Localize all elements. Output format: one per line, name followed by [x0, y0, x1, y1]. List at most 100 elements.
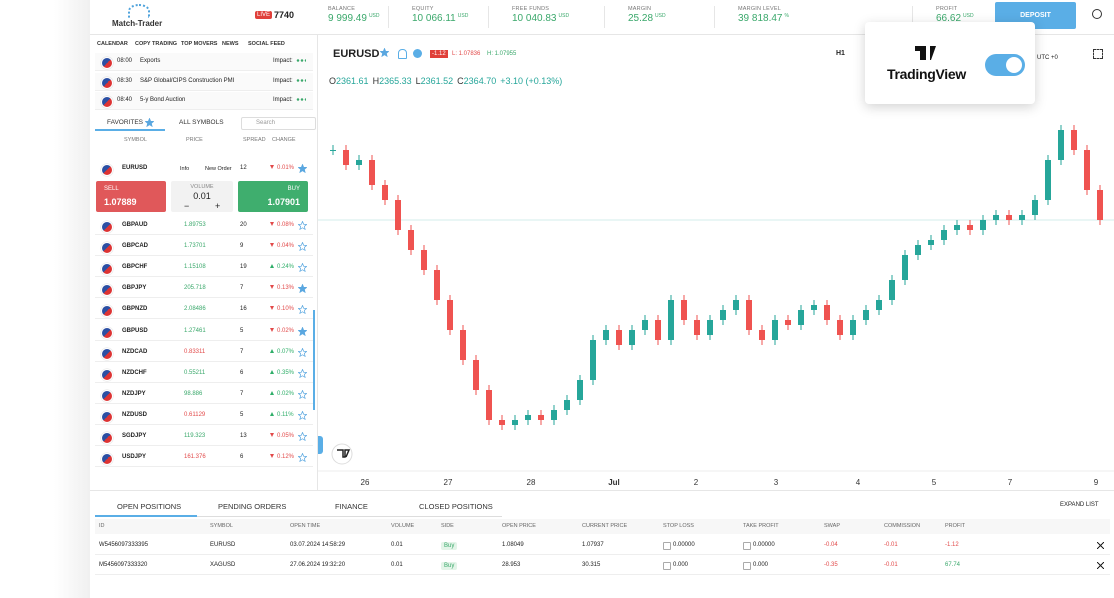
candle [460, 325, 466, 365]
close-icon[interactable] [1097, 542, 1104, 549]
candle-body [590, 340, 596, 380]
candle-body [577, 380, 583, 400]
row-symbol[interactable]: NZDUSD [122, 411, 147, 418]
favorite-star[interactable] [380, 48, 389, 57]
row-symbol[interactable]: GBPUSD [122, 327, 148, 334]
user-icon[interactable] [1092, 9, 1102, 19]
day-high: H: 1.07955 [487, 51, 517, 57]
candle [590, 335, 596, 385]
sidebar-tab[interactable]: TOP MOVERS [181, 41, 218, 47]
change-arrow [270, 411, 274, 416]
buy-label: BUY [287, 186, 300, 192]
favorite-star[interactable] [298, 221, 307, 230]
buy-button[interactable]: BUY 1.07901 [238, 181, 308, 212]
candle-body [382, 185, 388, 200]
favorite-star[interactable] [298, 305, 307, 315]
info-icon[interactable] [413, 49, 422, 58]
volume-minus[interactable]: − [184, 201, 190, 211]
close-icon[interactable] [1097, 562, 1104, 569]
flag [101, 96, 113, 108]
favorite-star[interactable] [298, 389, 307, 399]
favorite-star[interactable] [145, 118, 154, 127]
position-cell: M5456097333320 [99, 562, 148, 568]
add-icon[interactable] [663, 562, 671, 570]
column-header: TAKE PROFIT [743, 523, 779, 529]
row-symbol[interactable]: GBPAUD [122, 222, 148, 228]
favorites-tab[interactable]: FAVORITES [107, 119, 143, 126]
sidebar-tab[interactable]: COPY TRADING [135, 41, 178, 47]
candle [1071, 125, 1077, 155]
candle [434, 265, 440, 305]
sell-price: 1.07889 [104, 197, 137, 207]
add-icon[interactable] [663, 542, 671, 550]
volume-box: VOLUME 0.01− + [171, 181, 233, 212]
search-box[interactable]: Search [241, 117, 316, 130]
candle-body [902, 255, 908, 280]
row-symbol[interactable]: GBPNZD [122, 306, 148, 313]
row-symbol[interactable]: GBPCHF [122, 264, 148, 271]
row-symbol[interactable]: NZDJPY [122, 390, 146, 397]
add-icon[interactable] [743, 562, 751, 570]
candle-body [1019, 215, 1025, 220]
candle [772, 315, 778, 345]
sidebar-tab[interactable]: CALENDAR [97, 41, 128, 47]
candle [694, 315, 700, 340]
timezone[interactable]: UTC +0 [1037, 55, 1058, 61]
event-row-bg [95, 92, 313, 110]
favorite-star[interactable] [298, 326, 307, 336]
volume-value[interactable]: 0.01 [193, 191, 211, 201]
favorite-star[interactable] [298, 263, 307, 273]
alert-icon[interactable] [398, 49, 407, 59]
candle [928, 235, 934, 250]
collapse-handle[interactable] [318, 436, 323, 454]
positions-tab[interactable]: FINANCE [335, 502, 368, 511]
row-symbol[interactable]: GBPJPY [122, 285, 147, 292]
favorite-star[interactable] [298, 347, 307, 357]
row-symbol[interactable]: SGDJPY [122, 433, 147, 439]
tv-toggle[interactable] [985, 54, 1025, 76]
change-value: 0.13% [277, 285, 295, 292]
sell-button[interactable]: SELL 1.07889 [96, 181, 166, 212]
sidebar-tab[interactable]: SOCIAL FEED [248, 41, 285, 47]
volume-label: VOLUME [190, 184, 214, 190]
column-header: OPEN TIME [290, 523, 321, 529]
volume-plus[interactable]: + [215, 201, 221, 211]
favorite-star[interactable] [298, 432, 307, 441]
favorite-star[interactable] [298, 368, 307, 378]
row-symbol[interactable]: NZDCAD [122, 348, 148, 355]
favorite-star[interactable] [298, 164, 307, 173]
change-arrow [270, 454, 274, 459]
metric-number: 25.28 [628, 13, 654, 24]
candle-body [499, 420, 505, 425]
position-cell: XAGUSD [210, 562, 236, 568]
row-symbol[interactable]: GBPCAD [122, 243, 149, 250]
positions-tab[interactable]: OPEN POSITIONS [117, 502, 182, 511]
favorite-star[interactable] [298, 453, 307, 463]
account-number[interactable]: 7740 [274, 10, 295, 20]
sidebar-tab[interactable]: NEWS [222, 41, 239, 47]
positions-tab[interactable]: PENDING ORDERS [218, 502, 287, 511]
row-spread: 7 [240, 348, 244, 355]
flag [101, 453, 113, 466]
info-link[interactable]: Info [180, 166, 190, 172]
metric-unit: USD [368, 13, 380, 19]
favorite-star[interactable] [298, 284, 307, 294]
selected-symbol[interactable]: EURUSD [122, 165, 148, 171]
add-icon[interactable] [743, 542, 751, 550]
fullscreen-icon[interactable] [1093, 49, 1103, 59]
favorite-star[interactable] [298, 242, 307, 252]
row-divider [95, 255, 313, 257]
row-symbol[interactable]: NZDCHF [122, 369, 147, 376]
candle [967, 220, 973, 235]
all-symbols-tab[interactable]: ALL SYMBOLS [179, 119, 224, 126]
positions-tab[interactable]: CLOSED POSITIONS [419, 502, 493, 511]
timeframe[interactable]: H1 [836, 50, 845, 57]
chart-symbol: EURUSD [333, 48, 380, 60]
row-symbol[interactable]: USDJPY [122, 454, 147, 461]
favorite-star[interactable] [298, 410, 307, 420]
candle-body [681, 300, 687, 320]
expand-list[interactable]: EXPAND LIST [1060, 502, 1099, 508]
new-order-link[interactable]: New Order [205, 166, 232, 172]
change-value: 0.12% [277, 454, 295, 461]
